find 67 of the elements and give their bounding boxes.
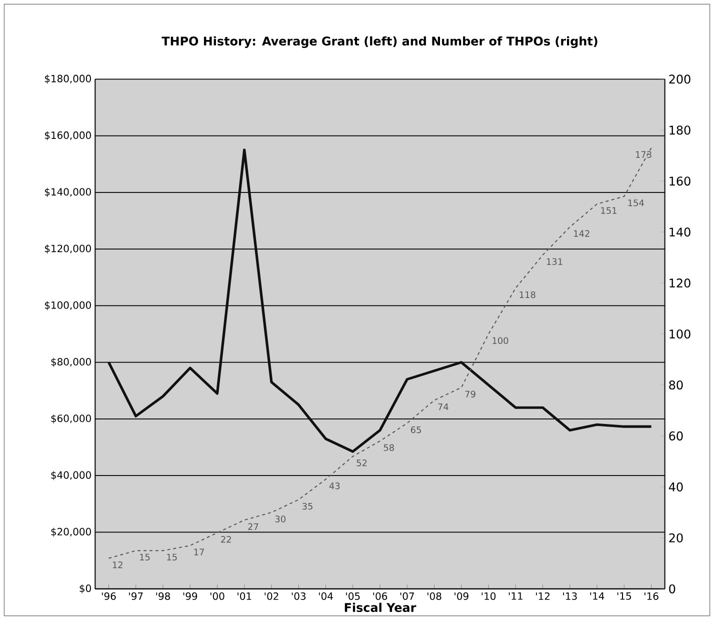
data-label: 173 xyxy=(636,151,652,158)
x-tick-label: '08 xyxy=(427,592,442,600)
x-tick-label: '01 xyxy=(238,592,252,600)
x-tick-label: '03 xyxy=(292,592,306,600)
x-tick-label: '07 xyxy=(400,592,414,600)
y-tick-label: $100,000 xyxy=(44,301,91,310)
x-tick-label: '14 xyxy=(590,592,604,600)
data-label: 131 xyxy=(546,258,562,265)
y2-tick-label: 140 xyxy=(670,228,690,237)
y-tick-label: $160,000 xyxy=(44,131,91,140)
line-series xyxy=(108,147,652,559)
y2-tick-label: 160 xyxy=(670,176,690,186)
x-tick-label: '16 xyxy=(644,592,658,600)
x-tick-label: '15 xyxy=(617,592,631,600)
data-label: 15 xyxy=(167,554,177,560)
data-label: 12 xyxy=(112,561,122,568)
line-series xyxy=(107,148,653,453)
y2-tick-label: 80 xyxy=(669,380,683,390)
chart-title: THPO History: Average Grant (left) and Number of THPOs (right) xyxy=(162,36,598,48)
data-label: 151 xyxy=(601,207,616,214)
data-label: 22 xyxy=(221,536,231,543)
y2-tick-label: 180 xyxy=(670,126,690,135)
data-label: 43 xyxy=(329,482,340,490)
x-tick-label: '02 xyxy=(264,592,278,600)
data-label: 15 xyxy=(140,554,150,560)
x-tick-label: '11 xyxy=(508,592,522,600)
x-tick-label: '05 xyxy=(346,592,360,600)
y-tick-label: $180,000 xyxy=(44,74,91,84)
y-tick-label: $0 xyxy=(80,584,91,594)
x-tick-label: '10 xyxy=(482,592,496,600)
y-tick-label: $80,000 xyxy=(51,358,91,367)
x-tick-label: '98 xyxy=(156,592,170,600)
x-tick-label: '13 xyxy=(563,592,577,600)
data-label: 79 xyxy=(465,390,476,398)
y-tick-label: $40,000 xyxy=(51,471,91,480)
y-tick-label: $60,000 xyxy=(51,414,91,424)
data-label: 52 xyxy=(356,460,367,466)
x-tick-label: '12 xyxy=(536,592,550,600)
y2-tick-label: 200 xyxy=(669,74,690,84)
y-tick-label: $20,000 xyxy=(51,528,91,537)
y2-tick-label: 20 xyxy=(669,533,683,542)
data-label: 142 xyxy=(574,230,590,237)
data-label: 17 xyxy=(194,548,204,556)
data-label: 154 xyxy=(628,200,644,206)
y2-tick-label: 120 xyxy=(670,278,690,288)
y2-tick-label: 60 xyxy=(669,431,683,440)
data-label: 118 xyxy=(520,291,536,298)
data-label: 27 xyxy=(248,523,258,530)
data-label: 58 xyxy=(384,444,394,451)
data-label: 74 xyxy=(438,403,448,410)
x-tick-label: '00 xyxy=(210,592,224,600)
y-tick-label: $120,000 xyxy=(44,244,91,254)
y2-tick-label: 100 xyxy=(670,329,690,339)
data-label: 100 xyxy=(492,337,508,344)
data-label: 30 xyxy=(275,516,286,522)
x-tick-label: '99 xyxy=(183,592,198,600)
x-tick-label: '97 xyxy=(129,592,143,600)
y-tick-label: $140,000 xyxy=(44,188,91,197)
x-tick-label: '06 xyxy=(373,592,388,600)
x-tick-label: '04 xyxy=(318,592,333,600)
x-tick-label: '96 xyxy=(102,592,116,600)
y2-tick-label: 40 xyxy=(668,482,683,492)
data-label: 65 xyxy=(410,426,421,434)
x-axis-title: Fiscal Year xyxy=(344,602,416,612)
x-tick-label: '09 xyxy=(454,592,468,600)
y2-tick-label: 0 xyxy=(669,584,676,594)
data-label: 35 xyxy=(302,502,312,510)
